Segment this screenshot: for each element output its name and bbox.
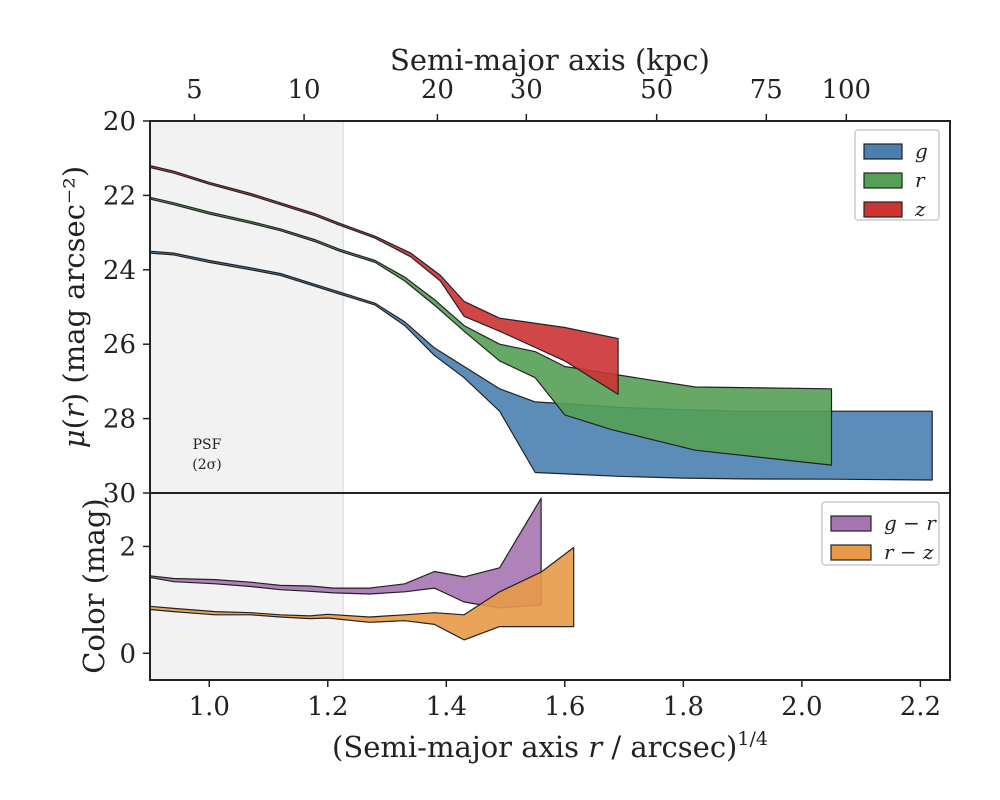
bottom-y-tick-label: 0 xyxy=(119,639,136,669)
bottom-x-tick-label: 2.0 xyxy=(781,692,822,722)
profile-series-z-band xyxy=(149,165,619,395)
bottom-axis-title: (Semi-major axis r / arcsec)1/4 xyxy=(332,728,768,764)
legend-swatch-rz xyxy=(830,544,872,561)
bottom-y-tick-label: 2 xyxy=(119,532,136,562)
legend-label-gr: g − r xyxy=(884,511,937,535)
top-x-tick-label: 20 xyxy=(421,75,454,105)
top-y-tick-label: 20 xyxy=(103,107,136,137)
bottom-x-tick-label: 2.2 xyxy=(900,692,941,722)
top-y-tick-label: 28 xyxy=(103,405,136,435)
legend-swatch-g xyxy=(863,143,903,160)
bottom-x-tick-label: 1.0 xyxy=(189,692,230,722)
top-x-tick-label: 75 xyxy=(750,75,783,105)
bottom-y-axis-title: Color (mag) xyxy=(77,498,111,673)
profile-series-r-band xyxy=(149,196,833,466)
legend-label-r: r xyxy=(915,168,926,192)
legend-swatch-z xyxy=(863,201,903,218)
bottom-panel: 1.0 1.2 1.4 1.6 1.8 2.0 2.2 0 2 g − r r − z xyxy=(119,492,951,722)
top-axis-title: Semi-major axis (kpc) xyxy=(390,43,710,77)
bottom-legend: g − r r − z xyxy=(821,501,940,566)
bottom-x-tick-label: 1.8 xyxy=(663,692,704,722)
legend-label-z: z xyxy=(914,197,926,221)
bottom-panel-frame xyxy=(149,492,951,681)
psf-label: PSF xyxy=(193,437,222,453)
color-series-rz-band xyxy=(149,546,575,641)
top-y-tick-label: 22 xyxy=(103,181,136,211)
top-x-tick-label: 50 xyxy=(640,75,673,105)
top-y-axis-title: μ(r) (mag arcsec⁻²) xyxy=(57,166,91,448)
top-y-tick-label: 30 xyxy=(103,479,136,509)
legend-label-g: g xyxy=(915,139,928,163)
legend-swatch-r xyxy=(863,172,903,189)
bottom-x-tick-label: 1.4 xyxy=(426,692,467,722)
top-legend: grz xyxy=(854,129,940,221)
bottom-x-tick-label: 1.2 xyxy=(307,692,348,722)
legend-label-rz: r − z xyxy=(884,540,934,564)
legend-swatch-gr xyxy=(830,515,872,532)
top-y-tick-label: 26 xyxy=(103,330,136,360)
top-x-tick-label: 10 xyxy=(288,75,321,105)
top-x-tick-label: 5 xyxy=(186,75,203,105)
top-y-tick-label: 24 xyxy=(103,256,136,286)
top-x-tick-label: 100 xyxy=(821,75,871,105)
top-x-tick-label: 30 xyxy=(510,75,543,105)
bottom-x-tick-label: 1.6 xyxy=(544,692,585,722)
psf-sigma-label: (2σ) xyxy=(192,457,221,473)
